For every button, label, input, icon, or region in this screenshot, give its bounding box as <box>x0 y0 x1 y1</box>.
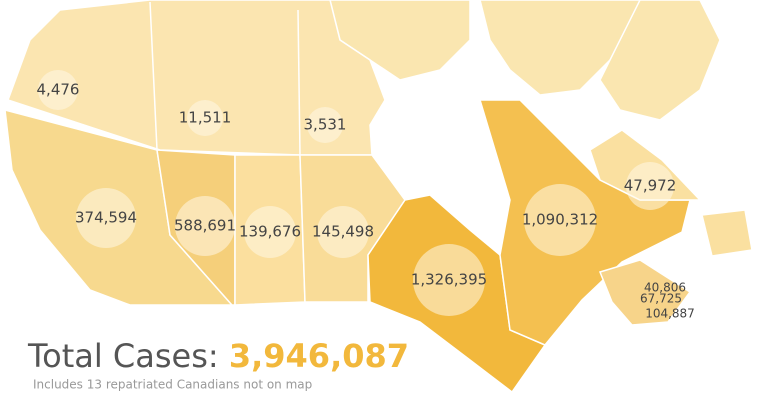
region-label: 4,476 <box>37 81 80 99</box>
region-label: 104,887 <box>645 307 695 321</box>
marker-circle <box>413 244 485 316</box>
marker-circle <box>38 70 78 110</box>
region-label: 3,531 <box>304 116 347 134</box>
region-label: 1,326,395 <box>411 271 487 289</box>
region-label: 40,806 <box>644 281 686 295</box>
marker-circle <box>317 206 369 258</box>
region-label: 11,511 <box>179 109 232 127</box>
region-label: 47,972 <box>624 177 677 195</box>
region-label: 374,594 <box>75 209 137 227</box>
marker-circle <box>244 206 296 258</box>
region-label: 145,498 <box>312 223 374 241</box>
markers: 4,476 11,511 3,531 374,594 588,691 139,676 145… <box>37 70 695 321</box>
region-label: 588,691 <box>174 217 236 235</box>
total-cases: Total Cases: 3,946,087 <box>27 337 409 375</box>
marker-circle <box>76 188 136 248</box>
region-label: 139,676 <box>239 223 301 241</box>
marker-circle <box>175 196 235 256</box>
baffin <box>599 0 721 121</box>
maritimes <box>598 259 692 326</box>
marker-circle <box>187 100 223 136</box>
total-label: Total Cases: <box>27 337 219 375</box>
total-value: 3,946,087 <box>229 337 409 375</box>
marker-circle <box>307 107 343 143</box>
region-label: 1,090,312 <box>522 211 598 229</box>
marker-circle <box>626 162 674 210</box>
newfoundland <box>701 209 753 257</box>
region-label: 67,725 <box>640 292 682 306</box>
marker-circle <box>524 184 596 256</box>
note: Includes 13 repatriated Canadians not on… <box>33 378 312 392</box>
